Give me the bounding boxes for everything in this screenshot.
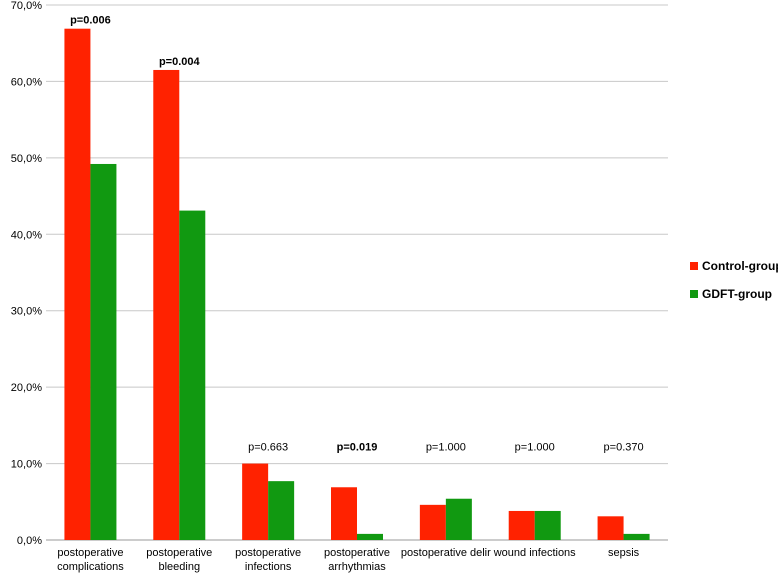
bar-control-group [242, 463, 269, 540]
x-tick-label: sepsis [608, 547, 640, 559]
bar-control-group [597, 516, 624, 540]
y-tick-label: 20,0% [11, 382, 42, 394]
bar-gdft-group [445, 498, 472, 540]
x-tick-label: postoperative [57, 547, 123, 559]
bar-gdft-group [623, 533, 650, 540]
x-tick-label: infections [245, 561, 292, 573]
p-value-label: p=0.006 [70, 15, 111, 27]
bar-gdft-group [534, 510, 561, 540]
y-tick-label: 30,0% [11, 306, 42, 318]
y-axis-ticks: 0,0% 10,0% 20,0% 30,0% 40,0% 50,0% 60,0% 70,0% [11, 0, 42, 547]
x-tick-label: postoperative [235, 547, 301, 559]
bar-gdft-group [179, 210, 206, 541]
p-value-label: p=1.000 [515, 442, 555, 454]
category-labels: postoperative complications postoperative b… [57, 547, 640, 573]
bar-control-group [331, 487, 357, 540]
y-tick-label: 10,0% [11, 459, 42, 471]
bar-control-group [64, 28, 91, 540]
bars [64, 28, 650, 541]
bar-control-group [508, 510, 535, 540]
p-value-label: p=1.000 [426, 442, 466, 454]
y-tick-label: 70,0% [11, 0, 42, 12]
p-value-label: p=0.004 [159, 56, 201, 68]
y-tick-label: 50,0% [11, 153, 42, 165]
y-tick-label: 0,0% [17, 535, 42, 547]
y-tick-label: 60,0% [11, 76, 42, 88]
x-tick-label: bleeding [158, 561, 200, 573]
x-tick-label: wound infections [493, 547, 576, 559]
p-value-label: p=0.019 [337, 442, 378, 454]
legend-label: GDFT-group [702, 287, 772, 301]
p-value-label: p=0.370 [604, 442, 644, 454]
x-tick-label: postoperative delir [401, 547, 491, 559]
x-tick-label: complications [57, 561, 124, 573]
x-tick-label: arrhythmias [328, 561, 386, 573]
legend: Control-group GDFT-group [690, 259, 778, 301]
bar-control-group [419, 504, 446, 540]
bar-gdft-group [357, 533, 383, 540]
bar-gdft-group [268, 481, 295, 540]
y-tick-label: 40,0% [11, 229, 42, 241]
legend-label: Control-group [702, 259, 778, 273]
x-tick-label: postoperative [324, 547, 390, 559]
p-value-label: p=0.663 [248, 442, 288, 454]
x-tick-label: postoperative [146, 547, 212, 559]
p-value-labels: p=0.006 p=0.004 p=0.663 p=0.019 p=1.000 p=1.0… [70, 15, 644, 454]
bar-gdft-group [90, 163, 117, 540]
gridlines [46, 4, 668, 541]
legend-swatch [690, 262, 698, 270]
legend-swatch [690, 290, 698, 298]
bar-control-group [153, 69, 180, 540]
